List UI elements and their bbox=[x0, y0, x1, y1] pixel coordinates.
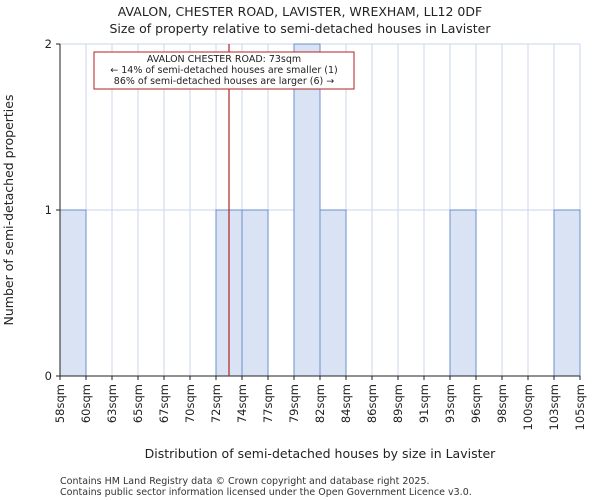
x-tick-label: 77sqm bbox=[261, 384, 275, 423]
x-tick-label: 79sqm bbox=[287, 384, 301, 423]
bar-74sqm bbox=[241, 209, 269, 377]
y-tick-label: 1 bbox=[45, 203, 52, 217]
x-tick-label: 63sqm bbox=[105, 384, 119, 423]
x-tick-label: 93sqm bbox=[443, 384, 457, 423]
chart-subtitle: Size of property relative to semi-detach… bbox=[109, 21, 491, 36]
x-tick-label: 89sqm bbox=[391, 384, 405, 423]
annotation-line-1: AVALON CHESTER ROAD: 73sqm bbox=[147, 54, 301, 65]
x-axis-label: Distribution of semi-detached houses by … bbox=[145, 446, 497, 461]
footer-line-2: Contains public sector information licen… bbox=[60, 487, 472, 498]
bar-82sqm bbox=[319, 209, 347, 377]
x-tick-label: 91sqm bbox=[417, 384, 431, 423]
x-tick-label: 100sqm bbox=[521, 384, 535, 430]
x-tick-label: 74sqm bbox=[235, 384, 249, 423]
bar-79sqm bbox=[293, 43, 321, 377]
y-tick-labels: 0 1 2 bbox=[45, 37, 60, 383]
x-tick-labels: 58sqm 60sqm 63sqm 65sqm 67sqm 70sqm 72sqm 74sqm… bbox=[53, 376, 587, 430]
x-tick-label: 60sqm bbox=[79, 384, 93, 423]
x-tick-label: 67sqm bbox=[157, 384, 171, 423]
x-tick-label: 84sqm bbox=[339, 384, 353, 423]
footer-line-1: Contains HM Land Registry data © Crown c… bbox=[60, 476, 430, 487]
annotation-box: AVALON CHESTER ROAD: 73sqm ← 14% of semi… bbox=[93, 51, 355, 90]
x-tick-label: 58sqm bbox=[53, 384, 67, 423]
x-tick-label: 105sqm bbox=[573, 384, 587, 430]
annotation-box-frame bbox=[93, 51, 355, 90]
bar-58sqm bbox=[59, 209, 87, 377]
x-tick-label: 65sqm bbox=[131, 384, 145, 423]
x-tick-label: 70sqm bbox=[183, 384, 197, 423]
y-axis-label: Number of semi-detached properties bbox=[1, 95, 16, 326]
bar-103sqm bbox=[553, 209, 581, 377]
x-tick-label: 96sqm bbox=[469, 384, 483, 423]
x-tick-label: 82sqm bbox=[313, 384, 327, 423]
annotation-line-2: ← 14% of semi-detached houses are smalle… bbox=[110, 65, 338, 76]
x-tick-label: 103sqm bbox=[547, 384, 561, 430]
chart-title: AVALON, CHESTER ROAD, LAVISTER, WREXHAM,… bbox=[118, 4, 482, 19]
y-tick-label: 2 bbox=[45, 37, 52, 51]
y-tick-label: 0 bbox=[45, 369, 52, 383]
x-tick-label: 98sqm bbox=[495, 384, 509, 423]
annotation-line-3: 86% of semi-detached houses are larger (… bbox=[114, 76, 334, 87]
x-tick-label: 86sqm bbox=[365, 384, 379, 423]
bar-93sqm bbox=[449, 209, 477, 377]
x-tick-label: 72sqm bbox=[209, 384, 223, 423]
